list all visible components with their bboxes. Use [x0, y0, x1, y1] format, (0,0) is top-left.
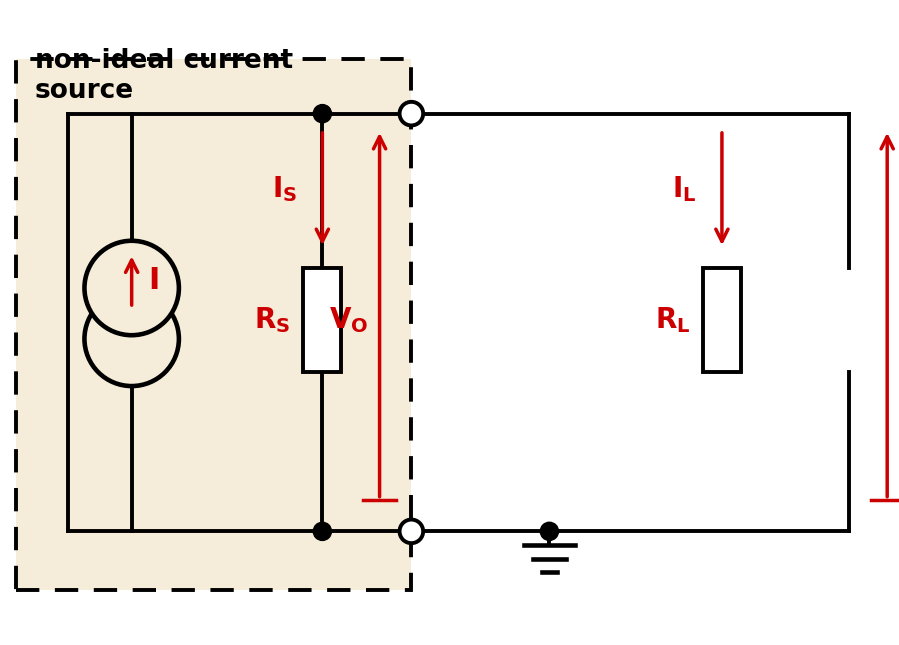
- Text: $\mathbf{V_L}$: $\mathbf{V_L}$: [898, 305, 899, 335]
- Circle shape: [399, 102, 423, 125]
- Circle shape: [313, 522, 332, 541]
- Text: $\mathbf{I}$: $\mathbf{I}$: [148, 266, 158, 295]
- Circle shape: [85, 241, 179, 335]
- Circle shape: [313, 104, 332, 123]
- Text: $\mathbf{V_O}$: $\mathbf{V_O}$: [329, 305, 369, 335]
- Text: $\mathbf{I_S}$: $\mathbf{I_S}$: [271, 174, 297, 204]
- Circle shape: [540, 522, 558, 541]
- Text: non-ideal current
source: non-ideal current source: [34, 48, 293, 104]
- Circle shape: [399, 520, 423, 543]
- Text: $\mathbf{I_L}$: $\mathbf{I_L}$: [672, 174, 697, 204]
- Circle shape: [85, 292, 179, 386]
- Bar: [703, 268, 741, 372]
- FancyBboxPatch shape: [16, 59, 412, 590]
- Text: $\mathbf{R_L}$: $\mathbf{R_L}$: [654, 305, 690, 335]
- Text: $\mathbf{R_S}$: $\mathbf{R_S}$: [254, 305, 290, 335]
- Bar: [303, 268, 342, 372]
